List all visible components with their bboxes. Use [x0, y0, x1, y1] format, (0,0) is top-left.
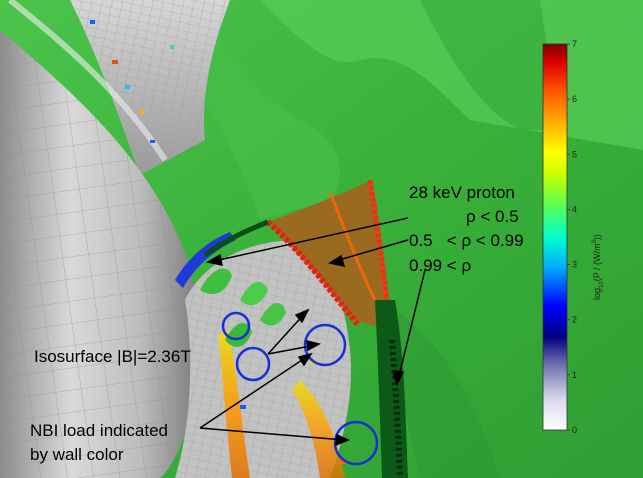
arrowhead	[328, 254, 346, 267]
colorbar-label-sub: 10	[599, 281, 605, 288]
isosurface-finger	[200, 268, 232, 295]
highlight-circle	[221, 311, 251, 341]
orbit-edge-inner	[203, 219, 269, 258]
colorbar-label: log10(P / (W/m3))	[592, 234, 605, 300]
arrowhead	[335, 433, 350, 447]
isosurface-fold	[420, 0, 560, 130]
orbit-surface-dark	[375, 300, 408, 478]
colorbar-ticks: 0 1 2 3 4 5 6 7	[567, 39, 577, 435]
highlight-circle	[303, 323, 347, 367]
colorbar-label-sup: 3	[592, 239, 598, 243]
arrow-range-3	[397, 269, 426, 381]
nbi-label-line2: by wall color	[30, 445, 124, 464]
range-label-mid: 0.5 < ρ < 0.99	[409, 231, 524, 250]
colorbar-tick-label: 5	[572, 149, 577, 159]
highlight-circle	[235, 346, 271, 382]
annotations: 28 keV proton ρ < 0.5 0.5 < ρ < 0.99 0.9…	[30, 183, 524, 464]
proton-title-label: 28 keV proton	[409, 183, 515, 202]
orbit-edge-red	[266, 219, 361, 327]
vessel-wall-tiles	[0, 30, 201, 478]
isosurface-label: Isosurface |B|=2.36T	[34, 347, 191, 366]
colorbar-tick-label: 6	[572, 94, 577, 104]
proton-orbit	[203, 179, 408, 478]
arrow-nbi-1	[199, 427, 345, 441]
vessel-wall-tiles	[70, 0, 230, 175]
wall-highlight	[8, 0, 168, 162]
highlight-circle	[333, 420, 379, 466]
range-label-core: ρ < 0.5	[466, 207, 519, 226]
isosurface-finger	[225, 322, 252, 347]
isosurface-fold	[380, 300, 500, 478]
colorbar-tick-label: 2	[572, 315, 577, 325]
range-label-edge: 0.99 < ρ	[409, 256, 471, 275]
highlight-circles	[221, 311, 379, 466]
colorbar-tick-label: 4	[572, 204, 577, 214]
annotation-arrows	[199, 217, 426, 447]
colorbar-label-main: log	[592, 288, 602, 300]
arrowhead	[294, 308, 310, 324]
arrowhead	[297, 352, 313, 367]
arrow-nbi-2	[199, 355, 309, 429]
nbi-load-strip	[218, 330, 250, 478]
orbit-surface-brown	[268, 180, 392, 330]
arrowhead	[391, 370, 405, 387]
orbit-edge-dark	[389, 339, 403, 478]
nbi-load-strip	[292, 380, 345, 478]
isosurface-finger	[240, 281, 268, 306]
colorbar-label-rest: (P / (W/m	[592, 243, 602, 281]
colorbar-tick-label: 1	[572, 370, 577, 380]
orbit-edge-red	[367, 179, 395, 341]
nbi-label-line1: NBI load indicated	[30, 421, 168, 440]
orbit-stripe	[328, 191, 377, 301]
arrow-range-2	[331, 239, 409, 263]
colorbar-tick-label: 0	[572, 425, 577, 435]
arrowhead	[306, 340, 322, 352]
isosurface-finger	[260, 302, 286, 326]
colorbar-gradient	[542, 43, 568, 431]
colorbar-label-end: ))	[592, 234, 602, 240]
arrowhead	[205, 253, 223, 266]
arrow-range-1	[209, 217, 409, 263]
colorbar-tick-label: 3	[572, 260, 577, 270]
colorbar-tick-label: 7	[572, 39, 577, 49]
